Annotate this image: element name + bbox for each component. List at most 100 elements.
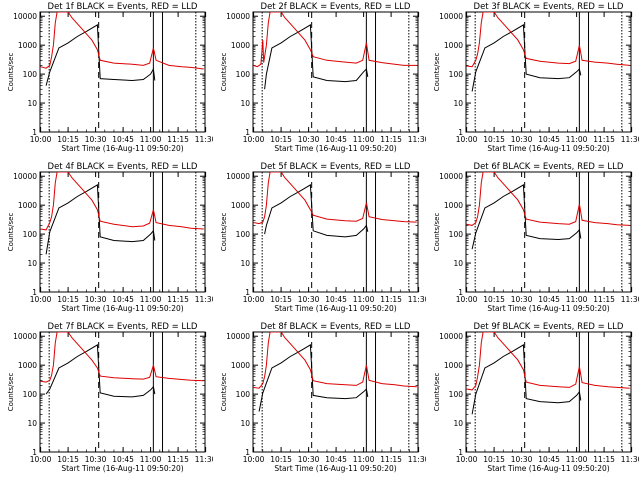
chart-panel: Det 4f BLACK = Events, RED = LLD 1 10 100 10… [0, 160, 217, 320]
plot-frame [39, 171, 206, 293]
chart-panel: Det 6f BLACK = Events, RED = LLD 1 10 100 10… [426, 160, 640, 320]
x-tick-label: 11:15 [593, 135, 615, 144]
x-tick-label: 11:15 [380, 295, 402, 304]
events-series-line [471, 184, 582, 250]
lld-series-line [253, 172, 417, 225]
chart-svg: Det 1f BLACK = Events, RED = LLD 1 10 100 10… [7, 2, 217, 153]
events-series-line [258, 344, 369, 412]
x-axis-label: Start Time (16-Aug-11 09:50:20) [274, 304, 396, 313]
x-tick-label: 10:30 [85, 455, 107, 464]
x-tick-label: 11:00 [566, 295, 588, 304]
x-tick-label: 11:00 [353, 455, 375, 464]
y-axis-label: Counts/sec [433, 373, 441, 412]
x-axis-label: Start Time (16-Aug-11 09:50:20) [61, 144, 183, 153]
x-tick-label: 10:45 [325, 295, 347, 304]
y-tick-label: 10000 [13, 332, 37, 341]
y-tick-label: 10 [240, 419, 250, 428]
lld-series-line [40, 172, 204, 231]
x-tick-label: 11:30 [195, 295, 213, 304]
y-tick-label: 10000 [439, 332, 463, 341]
x-tick-label: 10:15 [483, 295, 505, 304]
x-tick-label: 11:00 [353, 135, 375, 144]
x-tick-label: 10:45 [325, 455, 347, 464]
x-tick-label: 10:45 [538, 135, 560, 144]
x-axis-label: Start Time (16-Aug-11 09:50:20) [274, 464, 396, 473]
chart-panel: Det 5f BLACK = Events, RED = LLD 1 10 100 10… [213, 160, 430, 320]
chart-panel: Det 3f BLACK = Events, RED = LLD 1 10 100 10… [426, 0, 640, 160]
chart-svg: Det 6f BLACK = Events, RED = LLD 1 10 100 10… [433, 162, 640, 313]
chart-svg: Det 3f BLACK = Events, RED = LLD 1 10 100 10… [433, 2, 640, 153]
x-axis-label: Start Time (16-Aug-11 09:50:20) [487, 464, 609, 473]
y-tick-label: 1 [32, 128, 37, 137]
x-tick-label: 11:00 [353, 295, 375, 304]
y-tick-label: 1 [458, 448, 463, 457]
y-tick-label: 1000 [18, 41, 37, 50]
y-tick-label: 10 [27, 99, 37, 108]
y-tick-label: 100 [236, 70, 251, 79]
y-tick-label: 100 [23, 230, 38, 239]
x-tick-label: 10:00 [243, 295, 265, 304]
y-tick-label: 10000 [13, 12, 37, 21]
y-tick-label: 1 [458, 128, 463, 137]
x-tick-label: 10:30 [511, 135, 533, 144]
x-tick-label: 11:30 [195, 135, 213, 144]
plot-frame [252, 11, 419, 133]
x-tick-label: 11:15 [167, 135, 189, 144]
x-tick-label: 10:00 [243, 455, 265, 464]
x-tick-label: 10:00 [30, 135, 52, 144]
x-tick-label: 11:30 [195, 455, 213, 464]
y-tick-label: 1000 [444, 201, 463, 210]
x-axis-label: Start Time (16-Aug-11 09:50:20) [61, 304, 183, 313]
x-tick-label: 11:15 [593, 455, 615, 464]
y-tick-label: 1 [32, 288, 37, 297]
y-tick-label: 10000 [226, 172, 250, 181]
chart-svg: Det 7f BLACK = Events, RED = LLD 1 10 100 10… [7, 322, 217, 473]
y-tick-label: 1 [32, 448, 37, 457]
chart-svg: Det 8f BLACK = Events, RED = LLD 1 10 100 10… [220, 322, 430, 473]
plot-frame [39, 11, 206, 133]
chart-title: Det 5f BLACK = Events, RED = LLD [261, 162, 411, 172]
chart-panel: Det 2f BLACK = Events, RED = LLD 1 10 100 10… [213, 0, 430, 160]
y-tick-label: 1000 [444, 41, 463, 50]
y-tick-label: 10 [240, 259, 250, 268]
lld-series-line [253, 12, 417, 68]
x-tick-label: 11:30 [408, 455, 426, 464]
y-tick-label: 100 [236, 230, 251, 239]
x-tick-label: 10:00 [456, 295, 478, 304]
y-tick-label: 1000 [231, 201, 250, 210]
x-tick-label: 11:00 [140, 295, 162, 304]
lld-series-line [40, 12, 204, 70]
chart-svg: Det 5f BLACK = Events, RED = LLD 1 10 100 10… [220, 162, 430, 313]
x-tick-label: 10:15 [483, 135, 505, 144]
x-tick-label: 10:00 [30, 295, 52, 304]
x-tick-label: 10:30 [511, 295, 533, 304]
y-tick-label: 10000 [226, 332, 250, 341]
x-axis-label: Start Time (16-Aug-11 09:50:20) [487, 144, 609, 153]
x-tick-label: 10:45 [112, 455, 134, 464]
x-tick-label: 10:15 [483, 455, 505, 464]
x-tick-label: 11:15 [380, 455, 402, 464]
x-tick-label: 10:15 [57, 295, 79, 304]
x-tick-label: 11:00 [140, 455, 162, 464]
x-tick-label: 11:00 [566, 455, 588, 464]
plot-frame [252, 331, 419, 453]
x-tick-label: 11:30 [621, 295, 639, 304]
chart-title: Det 1f BLACK = Events, RED = LLD [48, 2, 198, 12]
y-tick-label: 100 [449, 390, 464, 399]
events-series-line [45, 184, 156, 255]
lld-series-line [40, 332, 204, 383]
y-tick-label: 1000 [18, 201, 37, 210]
x-axis-label: Start Time (16-Aug-11 09:50:20) [274, 144, 396, 153]
x-tick-label: 10:30 [85, 135, 107, 144]
y-tick-label: 1 [245, 128, 250, 137]
x-tick-label: 10:15 [270, 455, 292, 464]
x-tick-label: 10:15 [57, 455, 79, 464]
x-axis-label: Start Time (16-Aug-11 09:50:20) [487, 304, 609, 313]
x-tick-label: 11:30 [621, 455, 639, 464]
y-tick-label: 10 [453, 419, 463, 428]
y-axis-label: Counts/sec [220, 53, 228, 92]
x-tick-label: 10:15 [57, 135, 79, 144]
chart-panel: Det 1f BLACK = Events, RED = LLD 1 10 100 10… [0, 0, 217, 160]
x-tick-label: 10:30 [298, 295, 320, 304]
